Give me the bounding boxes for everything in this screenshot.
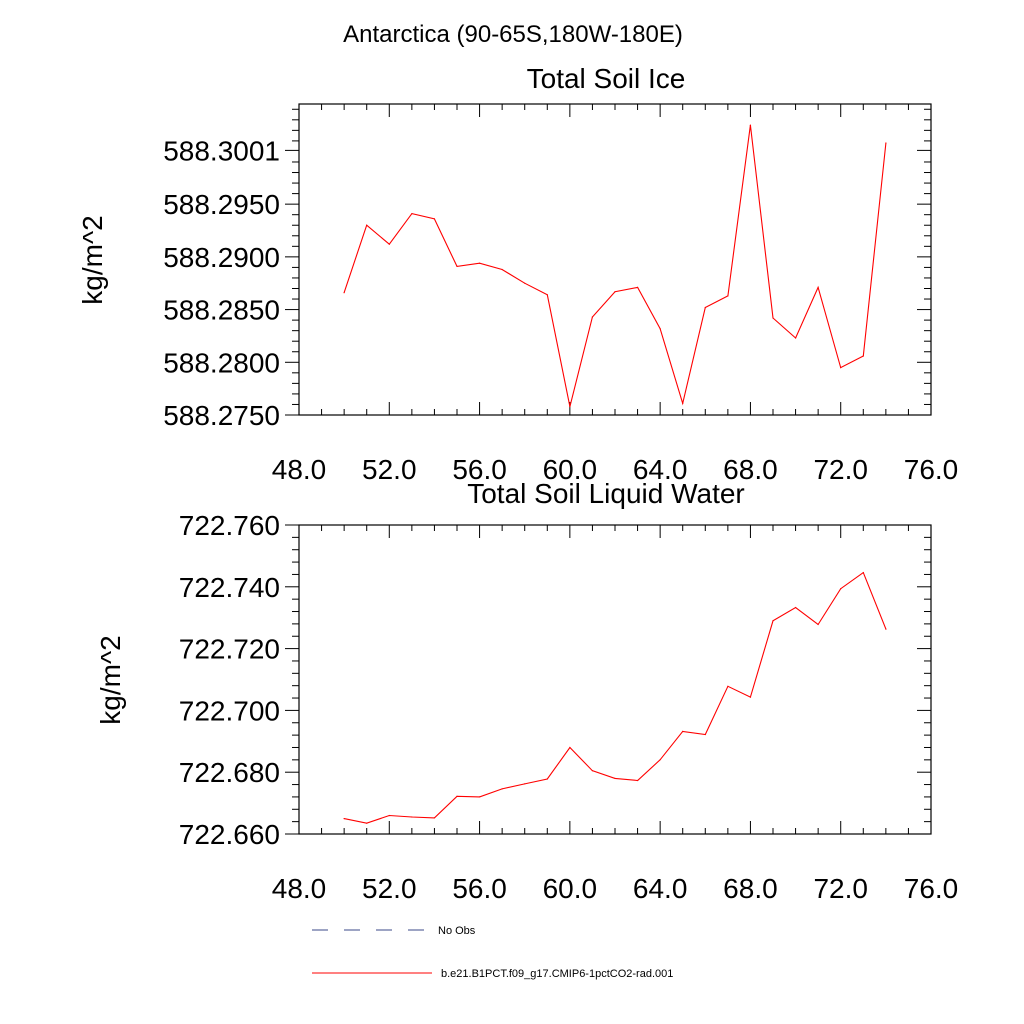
x-tick-label: 76.0 <box>904 873 959 904</box>
tick-labels: 48.0 52.0 56.0 60.0 64.0 68.0 72.0 76.0 588.2750… <box>163 135 958 485</box>
data-point <box>704 733 706 736</box>
x-tick-label: 56.0 <box>452 873 507 904</box>
data-point <box>433 218 435 220</box>
x-tick-label: 68.0 <box>723 454 778 485</box>
data-point <box>840 367 842 369</box>
x-tick-label: 48.0 <box>272 873 327 904</box>
tick-labels: 48.0 52.0 56.0 60.0 64.0 68.0 72.0 76.0 722.660 7… <box>179 510 958 904</box>
data-point <box>614 291 616 293</box>
legend-label-no-obs: No Obs <box>438 925 476 937</box>
data-point <box>659 328 661 330</box>
data-point <box>366 822 368 824</box>
y-tick-label: 588.3001 <box>163 135 280 166</box>
data-point <box>411 816 413 818</box>
series-group <box>343 571 887 824</box>
data-point <box>569 746 571 749</box>
data-point <box>501 268 503 271</box>
data-point <box>682 730 684 733</box>
plot-frame <box>298 103 932 416</box>
data-point <box>479 262 481 264</box>
data-point <box>862 572 864 574</box>
y-tick-label: 588.2900 <box>163 242 280 273</box>
y-tick-label: 722.760 <box>179 510 280 541</box>
data-point <box>749 124 752 126</box>
x-tick-label: 60.0 <box>543 454 598 485</box>
data-point <box>456 265 458 267</box>
data-point <box>840 588 842 590</box>
x-tick-label: 48.0 <box>272 454 327 485</box>
legend-label-model-run: b.e21.B1PCT.f09_g17.CMIP6-1pctCO2-rad.00… <box>441 968 673 980</box>
data-point <box>637 286 639 288</box>
data-point <box>772 317 774 319</box>
data-point <box>772 620 774 622</box>
data-point <box>795 606 797 609</box>
data-point <box>591 770 594 772</box>
y-tick-label: 588.2950 <box>163 189 280 220</box>
data-point <box>637 779 639 782</box>
chart-panel-total-soil-liquid-water: Total Soil Liquid Water kg/m^2 48.0 52.0 5… <box>95 478 958 904</box>
y-axis-label: kg/m^2 <box>95 635 126 724</box>
data-point <box>388 814 390 817</box>
x-tick-label: 64.0 <box>633 454 688 485</box>
data-point <box>343 818 345 820</box>
chart-panel-total-soil-ice: Total Soil Ice kg/m^2 48.0 52.0 56.0 60.0 64… <box>77 63 958 485</box>
x-tick-label: 72.0 <box>813 873 868 904</box>
y-tick-label: 722.720 <box>179 634 280 665</box>
data-point <box>569 406 571 408</box>
data-point <box>479 796 481 798</box>
data-point <box>546 294 548 296</box>
y-tick-label: 722.660 <box>179 819 280 850</box>
x-tick-label: 72.0 <box>813 454 868 485</box>
legend: No Obs b.e21.B1PCT.f09_g17.CMIP6-1pctCO2… <box>312 925 673 980</box>
y-tick-label: 722.680 <box>179 757 280 788</box>
data-point <box>795 337 797 339</box>
data-point <box>411 213 413 215</box>
data-point <box>524 783 526 785</box>
data-point <box>343 292 345 294</box>
data-point <box>727 685 729 687</box>
data-point <box>524 282 526 284</box>
plot-frame <box>298 524 932 835</box>
chart-title: Total Soil Ice <box>527 63 686 94</box>
data-point <box>885 142 887 144</box>
data-point <box>591 316 594 318</box>
chart-title: Total Soil Liquid Water <box>467 478 745 509</box>
data-point <box>433 817 435 819</box>
data-point <box>614 777 616 780</box>
x-tick-label: 56.0 <box>452 454 507 485</box>
axis-ticks <box>285 524 932 835</box>
data-point <box>704 306 706 309</box>
x-tick-label: 52.0 <box>362 454 417 485</box>
data-point <box>546 778 548 780</box>
series-line <box>343 571 887 824</box>
y-tick-label: 588.2800 <box>163 347 280 378</box>
data-point <box>749 696 752 698</box>
y-tick-label: 722.740 <box>179 572 280 603</box>
data-point <box>727 295 729 297</box>
data-point <box>862 355 864 357</box>
data-point <box>366 224 368 226</box>
page-title: Antarctica (90-65S,180W-180E) <box>343 21 683 48</box>
series-group <box>343 124 887 408</box>
data-point <box>817 623 819 626</box>
x-tick-label: 64.0 <box>633 873 688 904</box>
x-tick-label: 52.0 <box>362 873 417 904</box>
series-line <box>343 125 887 407</box>
x-tick-label: 60.0 <box>543 873 598 904</box>
x-tick-label: 68.0 <box>723 873 778 904</box>
data-point <box>388 243 390 245</box>
y-tick-label: 588.2750 <box>163 400 280 431</box>
data-point <box>817 286 819 288</box>
data-point <box>456 795 458 797</box>
data-point <box>501 788 503 790</box>
y-axis-label: kg/m^2 <box>77 215 108 304</box>
x-tick-label: 76.0 <box>904 454 959 485</box>
y-tick-label: 588.2850 <box>163 295 280 326</box>
data-point <box>682 402 684 404</box>
axis-ticks <box>285 104 932 416</box>
y-tick-label: 722.700 <box>179 695 280 726</box>
data-point <box>885 628 887 630</box>
data-point <box>659 759 661 761</box>
